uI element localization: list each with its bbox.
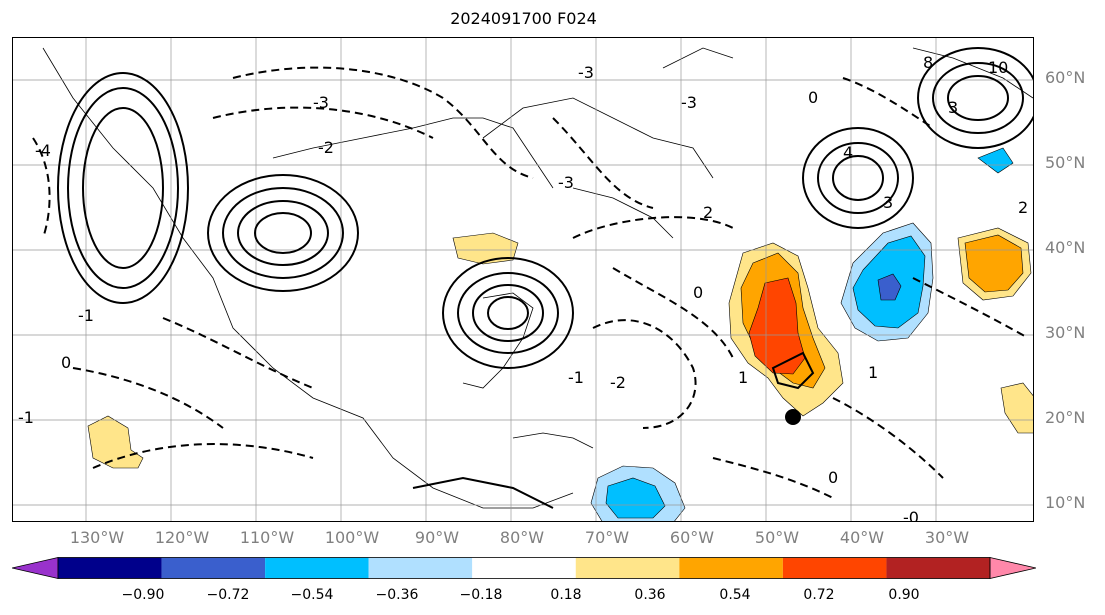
cool-anomaly-central-center <box>877 273 902 301</box>
lon-label: 60°W <box>669 528 715 547</box>
contour-label: 1 <box>738 368 748 387</box>
contour-label: -2 <box>610 373 626 392</box>
contour-label: -4 <box>35 141 51 160</box>
contour-label: 8 <box>923 53 933 72</box>
contour-label: 1 <box>868 363 878 382</box>
colorbar-segment <box>886 557 990 579</box>
lon-label: 70°W <box>584 528 630 547</box>
colorbar-extend-high <box>989 557 1036 579</box>
contour-label: -3 <box>313 93 329 112</box>
colorbar-frame <box>57 557 991 579</box>
contour-label: 0 <box>61 353 71 372</box>
storm-marker <box>785 409 801 425</box>
warm-anomaly-greatlakes <box>452 232 519 265</box>
weather-map: -3 -3 -3 -3 -2 -2 -1 -1 -1 0 0 0 0 1 1 2… <box>13 38 1033 522</box>
colorbar-segment <box>58 557 162 579</box>
contour-label: -1 <box>568 368 584 387</box>
lon-label: 90°W <box>414 528 460 547</box>
contour-label: 0 <box>693 283 703 302</box>
contour-label: -1 <box>78 306 94 325</box>
contour-label: 10 <box>988 58 1008 77</box>
cool-anomaly-ne <box>977 147 1014 174</box>
lon-label: 100°W <box>324 528 380 547</box>
colorbar-tick-label: 0.90 <box>888 587 920 603</box>
coastlines <box>42 47 1033 509</box>
contour-label: 3 <box>883 193 893 212</box>
lat-label: 60°N <box>1045 68 1086 87</box>
colorbar-tick-label: −0.90 <box>121 587 165 603</box>
colorbar-segment <box>575 557 680 579</box>
warm-anomaly-east-core <box>964 234 1024 293</box>
contour-label: -1 <box>18 408 34 427</box>
contour-labels: -3 -3 -3 -3 -2 -2 -1 -1 -1 0 0 0 0 1 1 2… <box>18 53 1028 522</box>
lat-label: 40°N <box>1045 238 1086 257</box>
colorbar-tick-label: 0.72 <box>803 587 835 603</box>
colorbar-segment <box>782 557 887 579</box>
lon-label: 40°W <box>839 528 885 547</box>
contour-label: -3 <box>681 93 697 112</box>
lat-label: 50°N <box>1045 153 1086 172</box>
shaded-anomalies <box>87 147 1033 521</box>
colorbar-tick-label: 0.18 <box>550 587 582 603</box>
lon-label: 120°W <box>154 528 210 547</box>
lon-label: 30°W <box>924 528 970 547</box>
warm-anomaly-pacific <box>87 415 144 469</box>
positive-contours <box>57 47 1033 509</box>
colorbar-tick-label: −0.36 <box>375 587 419 603</box>
graticule <box>13 38 1033 521</box>
warm-anomaly-se <box>1000 382 1033 434</box>
colorbar-segment <box>679 557 783 579</box>
contour-label: 0 <box>808 88 818 107</box>
colorbar-tick-label: −0.72 <box>206 587 250 603</box>
colorbar-extend-low <box>12 557 59 579</box>
map-panel: -3 -3 -3 -3 -2 -2 -1 -1 -1 0 0 0 0 1 1 2… <box>12 37 1034 522</box>
colorbar-segment <box>265 557 369 579</box>
contour-label: 2 <box>1018 198 1028 217</box>
colorbar-tick-label: −0.54 <box>290 587 334 603</box>
lat-label: 30°N <box>1045 323 1086 342</box>
contour-label: -3 <box>558 173 574 192</box>
negative-contours <box>32 66 1029 499</box>
map-title: 2024091700 F024 <box>450 9 597 28</box>
contour-label: 0 <box>828 468 838 487</box>
lat-label: 20°N <box>1045 408 1086 427</box>
lat-label: 10°N <box>1045 493 1086 512</box>
colorbar-tick-label: 0.36 <box>634 587 666 603</box>
lon-label: 110°W <box>239 528 295 547</box>
colorbar-segment <box>472 557 576 579</box>
strong-anomaly-atlantic <box>748 277 806 375</box>
contour-label: 4 <box>843 143 853 162</box>
colorbar-segment <box>368 557 473 579</box>
contour-label: 2 <box>703 203 713 222</box>
colorbar-segments <box>12 557 1036 579</box>
lon-label: 50°W <box>754 528 800 547</box>
contour-label: -3 <box>578 63 594 82</box>
lon-label: 130°W <box>69 528 125 547</box>
colorbar <box>12 557 1036 579</box>
lon-label: 80°W <box>499 528 545 547</box>
contour-label: -2 <box>318 138 334 157</box>
contour-label: -0 <box>903 508 919 522</box>
contour-label: 3 <box>948 98 958 117</box>
cool-anomaly-caribbean-core <box>605 477 666 519</box>
colorbar-segment <box>161 557 266 579</box>
colorbar-tick-label: −0.18 <box>459 587 503 603</box>
colorbar-tick-label: 0.54 <box>719 587 751 603</box>
